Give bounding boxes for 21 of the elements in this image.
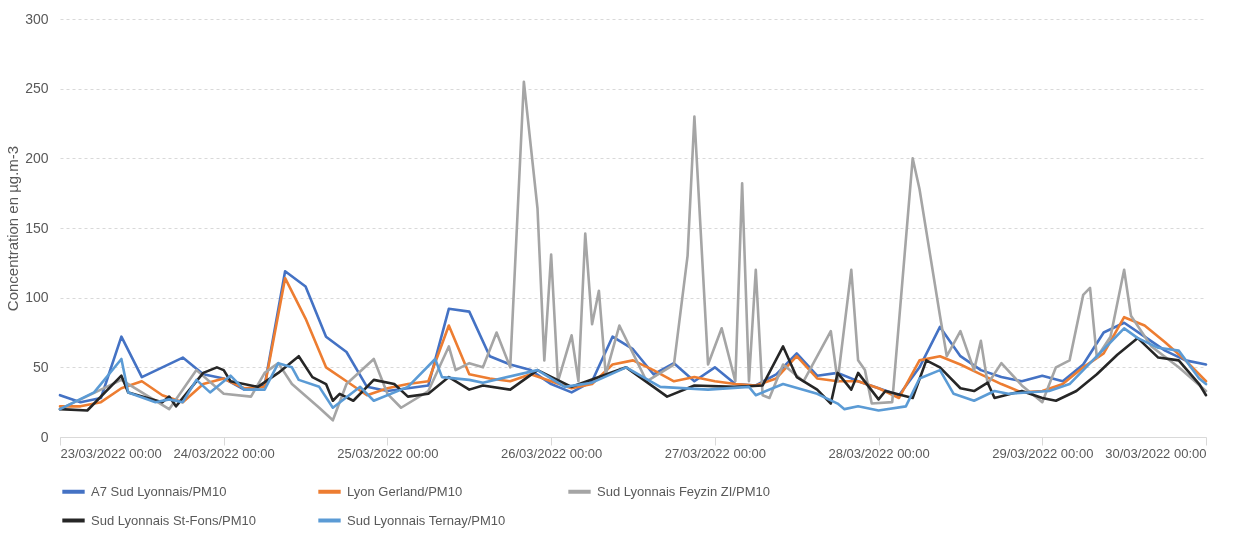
y-tick-label: 200 bbox=[25, 149, 49, 166]
y-axis-title: Concentration en µg.m-3 bbox=[4, 145, 22, 312]
x-tick-label: 30/03/2022 00:00 bbox=[1105, 445, 1207, 461]
x-tick-label: 28/03/2022 00:00 bbox=[828, 445, 930, 461]
y-tick-label: 100 bbox=[25, 289, 49, 306]
y-tick-label: 50 bbox=[32, 358, 49, 375]
x-tick-label: 25/03/2022 00:00 bbox=[337, 445, 439, 461]
y-tick-label: 300 bbox=[25, 10, 49, 27]
y-tick-label: 250 bbox=[25, 80, 49, 97]
legend-label: Lyon Gerland/PM10 bbox=[347, 483, 463, 499]
y-tick-label: 0 bbox=[40, 428, 49, 445]
legend-label: Sud Lyonnais St-Fons/PM10 bbox=[91, 512, 256, 528]
y-tick-label: 150 bbox=[25, 219, 49, 236]
x-tick-label: 23/03/2022 00:00 bbox=[60, 445, 162, 461]
legend-label: A7 Sud Lyonnais/PM10 bbox=[91, 483, 227, 499]
x-tick-label: 26/03/2022 00:00 bbox=[501, 445, 603, 461]
x-tick-label: 29/03/2022 00:00 bbox=[992, 445, 1094, 461]
legend-label: Sud Lyonnais Feyzin ZI/PM10 bbox=[597, 483, 770, 499]
legend-label: Sud Lyonnais Ternay/PM10 bbox=[347, 512, 506, 528]
x-tick-label: 27/03/2022 00:00 bbox=[664, 445, 766, 461]
x-tick-label: 24/03/2022 00:00 bbox=[173, 445, 275, 461]
